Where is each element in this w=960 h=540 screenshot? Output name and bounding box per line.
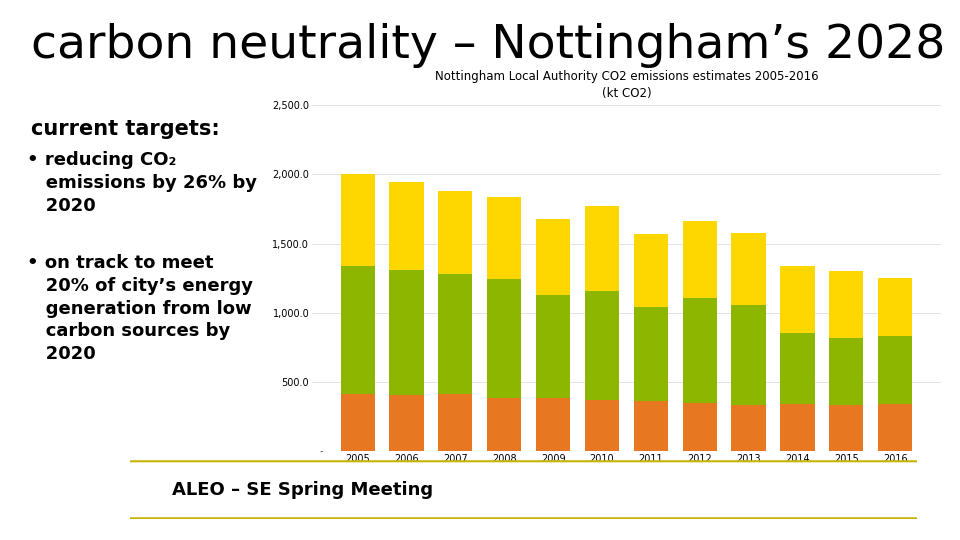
Bar <box>585 206 619 291</box>
Bar <box>536 219 570 295</box>
Bar <box>829 271 863 338</box>
Bar <box>536 295 570 399</box>
Text: • reducing CO₂
   emissions by 26% by
   2020: • reducing CO₂ emissions by 26% by 2020 <box>27 151 257 215</box>
Bar <box>683 298 717 402</box>
Text: carbon neutrality – Nottingham’s 2028 target: carbon neutrality – Nottingham’s 2028 ta… <box>31 23 960 68</box>
Bar <box>878 404 912 451</box>
Bar <box>487 397 521 451</box>
Bar <box>878 336 912 404</box>
Bar <box>536 399 570 451</box>
Bar <box>439 274 472 394</box>
Bar <box>732 305 766 404</box>
Bar <box>780 266 814 333</box>
Bar <box>341 394 374 451</box>
Bar <box>634 401 668 451</box>
Bar <box>634 307 668 401</box>
Bar <box>634 234 668 307</box>
Bar <box>780 404 814 451</box>
Text: • on track to meet
   20% of city’s energy
   generation from low
   carbon sour: • on track to meet 20% of city’s energy … <box>27 254 252 363</box>
Bar <box>585 291 619 401</box>
Bar <box>439 191 472 274</box>
Bar <box>341 266 374 394</box>
Bar <box>683 402 717 451</box>
Bar <box>732 233 766 305</box>
Bar <box>390 270 423 395</box>
FancyBboxPatch shape <box>110 461 937 518</box>
Bar <box>341 174 374 266</box>
Text: ALEO – SE Spring Meeting: ALEO – SE Spring Meeting <box>172 481 433 499</box>
Bar <box>439 394 472 451</box>
Bar <box>390 182 423 270</box>
Bar <box>780 333 814 404</box>
Bar <box>487 280 521 397</box>
Bar <box>732 404 766 451</box>
Legend: Transport Total, Industry and Commercial Total, Domestic Total: Transport Total, Industry and Commercial… <box>463 488 790 504</box>
Title: Nottingham Local Authority CO2 emissions estimates 2005-2016
(kt CO2): Nottingham Local Authority CO2 emissions… <box>435 70 818 100</box>
Text: current targets:: current targets: <box>31 119 220 139</box>
Bar <box>487 197 521 280</box>
Bar <box>829 338 863 406</box>
Bar <box>683 221 717 298</box>
Text: -: - <box>320 446 324 456</box>
Bar <box>585 401 619 451</box>
Bar <box>390 395 423 451</box>
Bar <box>878 278 912 336</box>
Bar <box>829 406 863 451</box>
